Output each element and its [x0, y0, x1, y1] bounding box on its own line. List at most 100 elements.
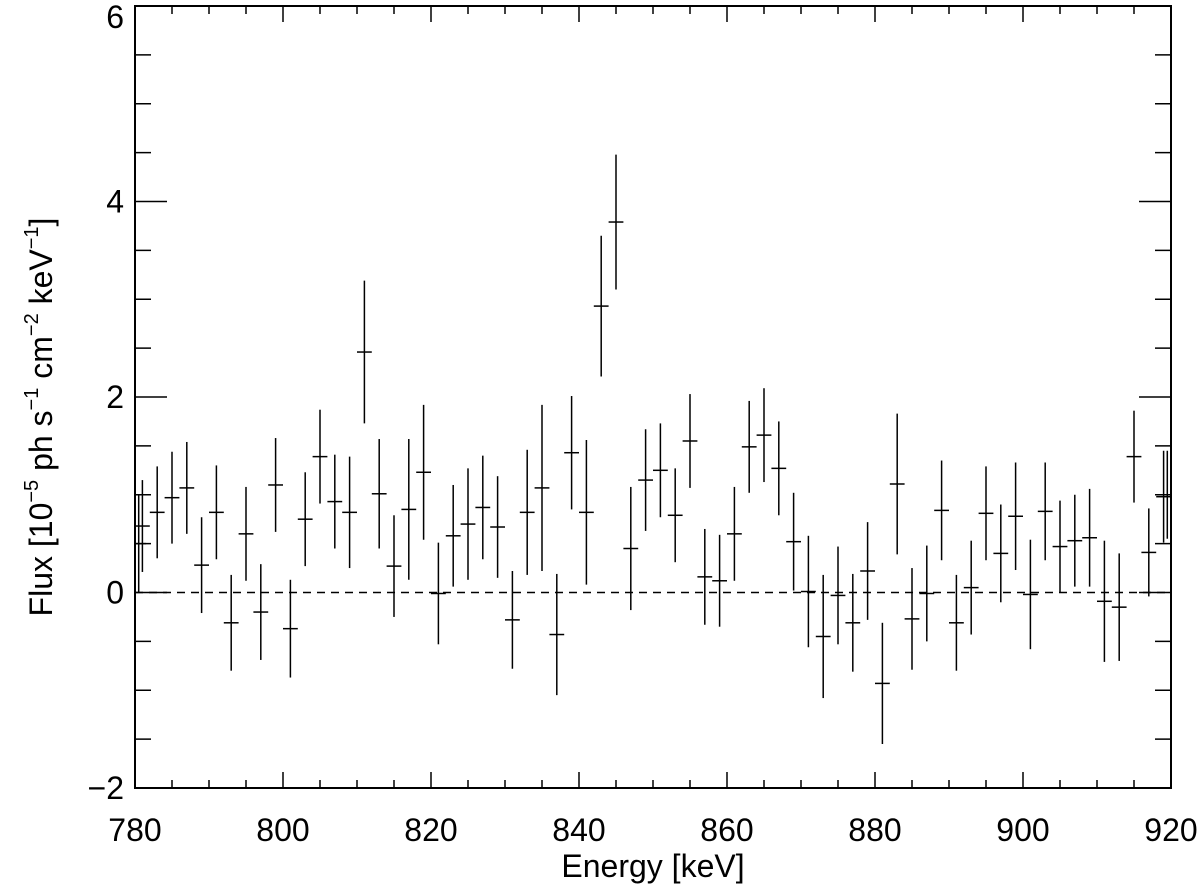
- plot-frame: [134, 5, 1172, 789]
- data-point: [786, 492, 801, 591]
- data-point: [297, 472, 313, 567]
- data-point: [445, 484, 461, 587]
- x-tick-label: 900: [996, 812, 1049, 848]
- y-tick-label: 4: [106, 184, 124, 220]
- x-tick-label: 840: [552, 812, 605, 848]
- data-point: [830, 546, 846, 645]
- data-point: [549, 573, 565, 696]
- axis-ticks: [134, 5, 1172, 789]
- data-point: [934, 460, 949, 561]
- data-point: [475, 455, 491, 560]
- y-title-exp3: −2: [21, 313, 43, 336]
- data-point: [1141, 508, 1157, 597]
- x-tick-label: 780: [108, 812, 161, 848]
- data-point: [490, 476, 505, 578]
- data-point: [845, 573, 861, 672]
- data-point: [801, 535, 816, 648]
- y-title-mid2: cm: [23, 336, 59, 388]
- data-point: [963, 540, 979, 635]
- data-point: [860, 522, 875, 620]
- y-title-exp4: −1: [21, 226, 43, 249]
- data-point: [431, 542, 446, 645]
- data-point: [1159, 450, 1171, 539]
- data-point: [253, 564, 269, 660]
- y-title-mid3: keV: [23, 249, 59, 314]
- data-point: [401, 439, 417, 580]
- data-point: [653, 423, 668, 518]
- data-point: [741, 400, 757, 493]
- data-point: [771, 421, 787, 516]
- data-point: [1037, 462, 1053, 561]
- y-tick-label: 6: [106, 0, 124, 35]
- data-point: [638, 429, 653, 531]
- data-point: [357, 280, 372, 424]
- data-point: [875, 622, 890, 745]
- x-tick-label: 880: [848, 812, 901, 848]
- data-point: [149, 466, 165, 559]
- data-point: [697, 528, 713, 625]
- x-axis-title: Energy [keV]: [561, 848, 744, 884]
- data-point: [164, 451, 180, 544]
- y-title-prefix: Flux [10: [23, 503, 59, 617]
- data-point: [682, 394, 698, 488]
- data-point: [593, 235, 609, 377]
- data-point: [135, 480, 150, 572]
- x-tick-label: 920: [1144, 812, 1197, 848]
- data-point: [194, 517, 209, 614]
- data-point: [1008, 462, 1023, 571]
- data-point: [1082, 488, 1097, 587]
- data-point: [623, 486, 639, 611]
- data-point: [386, 515, 402, 617]
- data-point: [993, 504, 1009, 603]
- y-tick-label: 0: [106, 575, 124, 611]
- x-tick-label: 820: [404, 812, 457, 848]
- data-point: [949, 574, 964, 671]
- data-point: [919, 545, 935, 642]
- data-points: [135, 154, 1171, 745]
- data-point: [1111, 553, 1127, 661]
- data-point: [327, 454, 343, 549]
- data-point: [519, 449, 535, 575]
- data-point: [312, 409, 328, 504]
- data-point: [1097, 540, 1112, 662]
- data-point: [209, 465, 224, 560]
- data-point: [371, 439, 387, 549]
- data-point: [460, 468, 476, 580]
- data-point: [534, 404, 550, 571]
- data-point: [1067, 494, 1083, 587]
- y-tick-label: −2: [88, 770, 124, 806]
- data-point: [283, 579, 298, 678]
- data-point: [727, 486, 742, 581]
- data-point: [342, 456, 357, 569]
- data-point: [564, 396, 579, 510]
- data-point: [579, 440, 594, 585]
- data-point: [756, 388, 772, 483]
- data-point: [815, 574, 831, 699]
- y-title-mid1: ph s: [23, 410, 59, 479]
- data-point: [667, 468, 683, 563]
- y-axis-title: Flux [10−5 ph s−1 cm−2 keV−1]: [21, 218, 59, 617]
- data-point: [1023, 539, 1038, 650]
- y-tick-labels: −2 0 2 4 6: [88, 0, 124, 806]
- data-point: [416, 404, 431, 540]
- x-tick-labels: 780 800 820 840 860 880 900 920: [108, 812, 1197, 848]
- data-point: [608, 154, 624, 290]
- data-point: [712, 534, 727, 627]
- data-point: [238, 486, 254, 581]
- data-point: [1156, 450, 1171, 543]
- data-point: [889, 413, 905, 555]
- y-title-exp2: −1: [21, 388, 43, 411]
- x-tick-label: 800: [256, 812, 309, 848]
- x-tick-label: 860: [700, 812, 753, 848]
- y-title-exp1: −5: [21, 480, 43, 503]
- y-tick-label: 2: [106, 379, 124, 415]
- data-point: [1126, 410, 1142, 503]
- data-point: [904, 568, 920, 670]
- data-point: [268, 438, 283, 532]
- y-title-suffix: ]: [23, 218, 59, 227]
- data-point: [505, 570, 520, 669]
- data-point: [179, 441, 195, 534]
- data-point: [1052, 500, 1068, 593]
- data-point: [135, 494, 147, 593]
